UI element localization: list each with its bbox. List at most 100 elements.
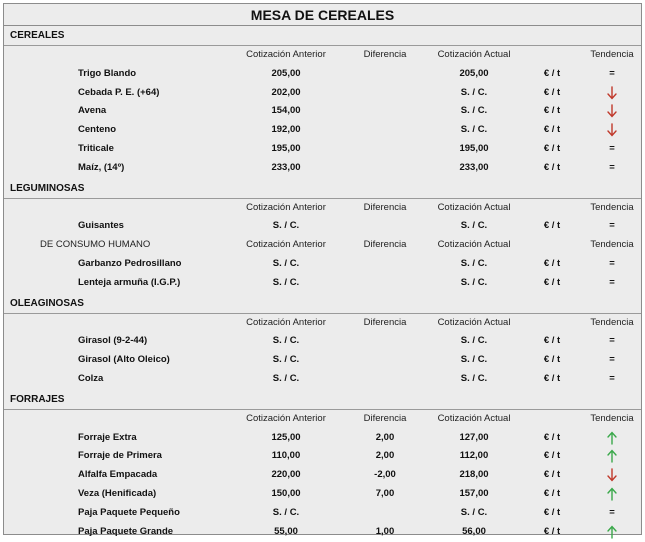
col-prev-header: Cotización Anterior [246,239,326,251]
arrow-down-icon [582,85,642,100]
table-row: Garbanzo Pedrosillano S. / C. S. / C. € / t… [4,256,641,274]
column-header-row: Cotización Anterior Diferencia Cotización … [4,47,641,65]
equal-sign-icon: = [609,258,615,269]
trend-cell: = [582,162,642,173]
col-prev-header: Cotización Anterior [246,412,326,424]
arrow-up-icon [582,487,642,501]
price-unit: € / t [543,105,561,117]
col-diff-header: Diferencia [363,316,407,328]
current-price: 127,00 [459,431,489,443]
column-header-row: Cotización Anterior Diferencia Cotización … [4,200,641,218]
arrow-down-icon [582,468,642,482]
table-row: Centeno 192,00 S. / C. € / t [4,122,641,140]
trend-cell [582,468,642,482]
arrow-up-icon [582,525,642,539]
table-row: Avena 154,00 S. / C. € / t [4,103,641,121]
trend-cell: = [582,220,642,231]
table-row: Alfalfa Empacada 220,00 -2,00 218,00 € / t [4,467,641,485]
col-trend-header: Tendencia [590,201,634,213]
price-unit: € / t [543,506,561,518]
product-name: Paja Paquete Grande [78,525,174,537]
table-row: Maíz, (14º) 233,00 233,00 € / t = [4,160,641,178]
col-act-header: Cotización Actual [437,239,511,251]
price-difference: 2,00 [375,450,395,462]
equal-sign-icon: = [609,506,615,518]
trend-cell [582,525,642,539]
section-header-leguminosas: LEGUMINOSAS [4,179,641,199]
product-name: Garbanzo Pedrosillano [78,258,182,269]
table-row: Forraje de Primera 110,00 2,00 112,00 € / t [4,448,641,466]
current-price: S. / C. [460,105,488,117]
equal-sign-icon: = [609,143,615,154]
equal-sign-icon: = [609,354,615,366]
price-difference: -2,00 [374,469,396,481]
product-name: Alfalfa Empacada [78,469,158,481]
previous-price: 110,00 [271,450,301,462]
equal-sign-icon: = [609,67,615,79]
price-unit: € / t [543,67,561,79]
table-row: Colza S. / C. S. / C. € / t = [4,371,641,389]
current-price: S. / C. [460,220,488,232]
price-difference: 7,00 [375,488,395,499]
price-unit: € / t [543,469,561,481]
column-header-row: DE CONSUMO HUMANO Cotización Anterior Dife… [4,237,641,255]
column-header-row: Cotización Anterior Diferencia Cotización … [4,315,641,333]
table-row: Girasol (9-2-44) S. / C. S. / C. € / t = [4,333,641,351]
product-name: Guisantes [78,220,124,232]
product-name: Lenteja armuña (I.G.P.) [78,276,181,288]
price-difference: 1,00 [375,525,395,537]
trend-cell: = [582,258,642,269]
previous-price: S. / C. [272,276,300,288]
price-unit: € / t [543,143,561,154]
table-row: Veza (Henificada) 150,00 7,00 157,00 € / t [4,486,641,504]
current-price: 233,00 [459,161,489,173]
current-price: 218,00 [459,469,489,481]
product-name: Colza [78,373,104,384]
product-name: Forraje Extra [78,431,137,443]
col-prev-header: Cotización Anterior [246,201,326,213]
current-price: 56,00 [462,525,486,537]
section-header-cereales: CEREALES [4,26,641,46]
col-trend-header: Tendencia [590,412,634,424]
current-price: 195,00 [459,143,489,154]
col-trend-header: Tendencia [590,239,634,251]
previous-price: 233,00 [271,161,301,173]
product-name: Girasol (Alto Oleico) [78,354,170,366]
price-unit: € / t [543,450,561,462]
price-unit: € / t [543,161,561,173]
current-price: S. / C. [460,335,488,347]
price-unit: € / t [543,354,561,366]
equal-sign-icon: = [609,373,615,384]
trend-cell [582,449,642,464]
current-price: S. / C. [460,124,488,136]
table-row: Cebada P. E. (+64) 202,00 S. / C. € / t [4,85,641,103]
trend-cell: = [582,373,642,384]
current-price: 157,00 [459,488,489,499]
section-header-forrajes: FORRAJES [4,390,641,410]
previous-price: S. / C. [272,373,300,384]
previous-price: S. / C. [272,258,300,269]
current-price: 112,00 [459,450,489,462]
arrow-down-icon [582,123,642,137]
price-unit: € / t [543,220,561,232]
table-row: Triticale 195,00 195,00 € / t = [4,141,641,159]
col-diff-header: Diferencia [363,412,407,424]
trend-cell [582,431,642,445]
current-price: S. / C. [460,276,488,288]
price-unit: € / t [543,373,561,384]
current-price: S. / C. [460,373,488,384]
equal-sign-icon: = [609,220,615,232]
trend-cell [582,85,642,100]
previous-price: S. / C. [272,354,300,366]
price-unit: € / t [543,431,561,443]
column-header-row: Cotización Anterior Diferencia Cotización … [4,411,641,429]
trend-cell: = [582,68,642,79]
col-trend-header: Tendencia [590,49,634,60]
trend-cell [582,487,642,501]
price-unit: € / t [543,276,561,288]
previous-price: 205,00 [271,67,301,79]
trend-cell: = [582,354,642,365]
price-unit: € / t [543,488,561,499]
price-difference: 2,00 [375,431,395,443]
table-row: Guisantes S. / C. S. / C. € / t = [4,218,641,236]
